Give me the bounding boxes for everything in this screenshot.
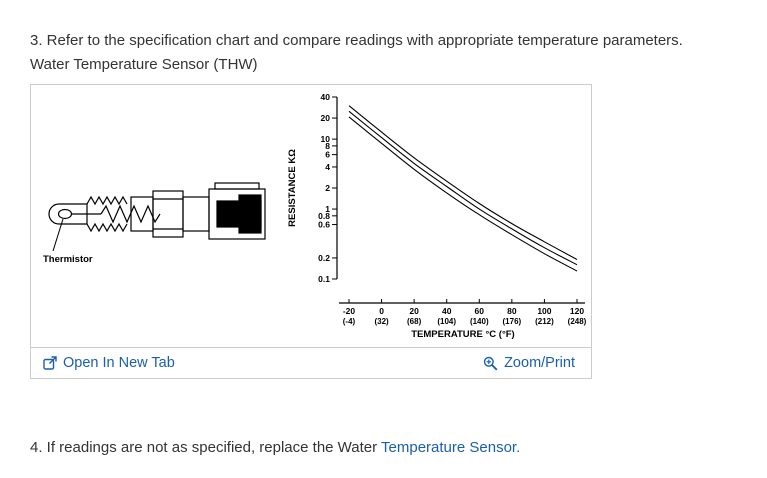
chart-area: 40 20 10 8 6 4 2 1 0.8 0.6 0.2 0.1 RESISTANCE KΩ -20(…: [279, 87, 591, 350]
y-tick-label: 1: [325, 204, 330, 214]
temperature-sensor-link[interactable]: Temperature Sensor.: [381, 439, 521, 456]
water-temperature-sensor-diagram: Thermistor: [43, 182, 266, 265]
x-tick-label-c: -20: [343, 306, 356, 316]
zoom-print-label: Zoom/Print: [504, 355, 575, 371]
x-tick-label-f: (248): [568, 317, 587, 326]
x-tick-label-c: 100: [537, 306, 551, 316]
x-tick-label-f: (140): [470, 317, 489, 326]
y-tick-label: 0.8: [318, 211, 330, 221]
x-tick-label-f: (68): [407, 317, 422, 326]
step-4-instruction: 4. If readings are not as specified, rep…: [30, 437, 737, 459]
open-in-new-tab-link[interactable]: Open In New Tab: [43, 355, 175, 371]
content-area: 3. Refer to the specification chart and …: [30, 32, 737, 459]
y-tick-label: 0.1: [318, 274, 330, 284]
y-tick-label: 0.6: [318, 220, 330, 230]
step-3-instruction: 3. Refer to the specification chart and …: [30, 32, 683, 49]
x-tick-label-f: (176): [503, 317, 522, 326]
y-tick-label: 4: [325, 162, 330, 172]
x-tick-label-f: (104): [437, 317, 456, 326]
x-tick-label-f: (212): [535, 317, 554, 326]
x-tick-label-c: 40: [442, 306, 452, 316]
y-tick-label: 0.2: [318, 253, 330, 263]
sensor-diagram-area: Thermistor: [37, 87, 279, 282]
resistance-curve-upper-tolerance: [348, 105, 578, 260]
x-tick-label-f: (32): [374, 317, 389, 326]
x-tick-label-c: 60: [475, 306, 485, 316]
resistance-curve-nominal: [348, 110, 578, 266]
thread-profile-top: [86, 195, 128, 206]
y-axis-title: RESISTANCE KΩ: [287, 149, 298, 227]
figure-toolbar: Open In New Tab Zoom/Print: [31, 347, 591, 378]
sensor-tip: [48, 203, 88, 225]
x-tick-label-c: 0: [379, 306, 384, 316]
open-in-new-tab-icon: [43, 356, 57, 370]
x-axis-title: TEMPERATURE °C (°F): [411, 329, 514, 340]
sensor-title: Water Temperature Sensor (THW): [30, 56, 258, 73]
magnifier-zoom-icon: [483, 356, 498, 371]
zoom-print-link[interactable]: Zoom/Print: [483, 355, 575, 371]
y-tick-label: 6: [325, 150, 330, 160]
thermistor-bead: [57, 208, 73, 220]
open-in-new-tab-label: Open In New Tab: [63, 355, 175, 371]
x-tick-label-f: (-4): [343, 317, 356, 326]
figure-panel: Thermistor 40 20 10 8 6 4 2 1 0.8 0.6 0.2 0.1 RESIST…: [30, 84, 592, 379]
y-tick-label: 40: [321, 92, 331, 102]
y-tick-label: 8: [325, 141, 330, 151]
figure-content: Thermistor 40 20 10 8 6 4 2 1 0.8 0.6 0.2 0.1 RESIST…: [31, 85, 591, 347]
resistance-curve-lower-tolerance: [348, 116, 578, 272]
thermistor-label: Thermistor: [43, 254, 93, 265]
y-tick-label: 10: [321, 134, 331, 144]
x-tick-label-c: 120: [570, 306, 584, 316]
thread-profile-bottom: [86, 222, 128, 233]
y-tick-label: 2: [325, 183, 330, 193]
x-tick-label-c: 20: [409, 306, 419, 316]
x-tick-label-c: 80: [507, 306, 517, 316]
step-4-text: 4. If readings are not as specified, rep…: [30, 439, 382, 456]
y-tick-label: 20: [321, 113, 331, 123]
